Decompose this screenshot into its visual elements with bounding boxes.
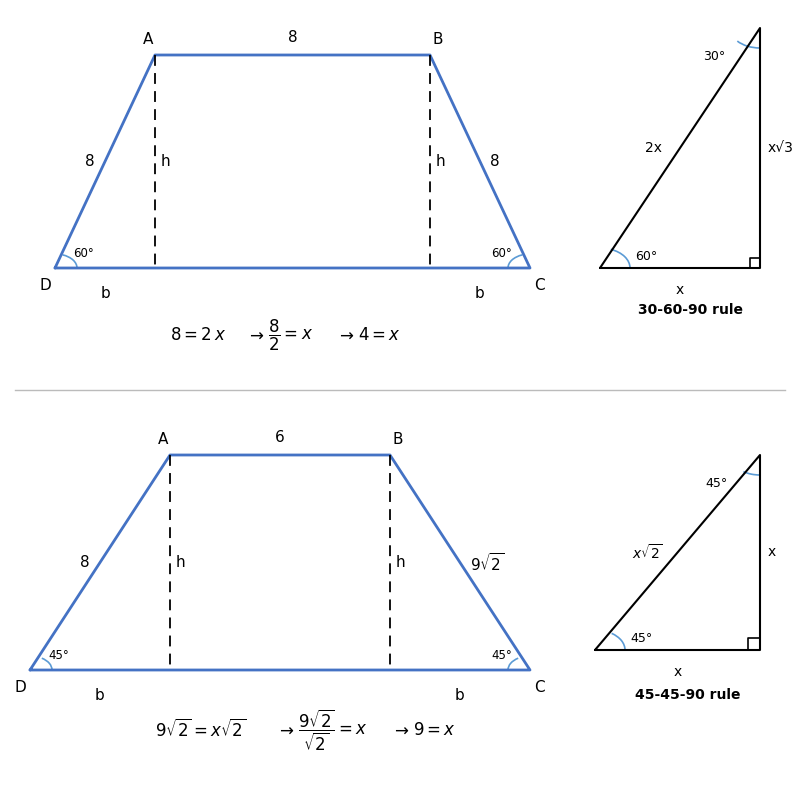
Text: h: h bbox=[176, 555, 186, 570]
Text: 8: 8 bbox=[288, 30, 298, 45]
Text: $\rightarrow$: $\rightarrow$ bbox=[246, 326, 264, 344]
Text: 8: 8 bbox=[86, 154, 95, 169]
Text: 8: 8 bbox=[80, 555, 90, 570]
Text: $9\sqrt{2}=x\sqrt{2}$: $9\sqrt{2}=x\sqrt{2}$ bbox=[155, 719, 246, 741]
Text: C: C bbox=[534, 680, 545, 695]
Text: 30-60-90 rule: 30-60-90 rule bbox=[638, 303, 742, 317]
Text: b: b bbox=[475, 286, 485, 301]
Text: 2x: 2x bbox=[645, 141, 662, 155]
Text: $x\sqrt{2}$: $x\sqrt{2}$ bbox=[632, 543, 662, 562]
Text: 45°: 45° bbox=[706, 477, 728, 490]
Text: $9\sqrt{2}$: $9\sqrt{2}$ bbox=[470, 552, 505, 574]
Text: b: b bbox=[95, 688, 105, 703]
Text: $9=x$: $9=x$ bbox=[413, 721, 456, 739]
Text: $\dfrac{8}{2}=x$: $\dfrac{8}{2}=x$ bbox=[268, 318, 313, 352]
Text: 8: 8 bbox=[490, 154, 500, 169]
Text: 45°: 45° bbox=[491, 649, 512, 662]
Text: B: B bbox=[432, 32, 442, 47]
Text: D: D bbox=[39, 278, 51, 293]
Text: 60°: 60° bbox=[73, 247, 94, 260]
Text: 45°: 45° bbox=[48, 649, 69, 662]
Text: 60°: 60° bbox=[491, 247, 512, 260]
Text: 45-45-90 rule: 45-45-90 rule bbox=[634, 688, 740, 702]
Text: $\rightarrow$: $\rightarrow$ bbox=[276, 721, 294, 739]
Text: C: C bbox=[534, 278, 545, 293]
Text: h: h bbox=[161, 154, 170, 169]
Text: 45°: 45° bbox=[630, 632, 652, 645]
Text: b: b bbox=[100, 286, 110, 301]
Text: A: A bbox=[158, 432, 168, 447]
Text: 60°: 60° bbox=[635, 250, 658, 263]
Text: h: h bbox=[396, 555, 406, 570]
Text: $\rightarrow$: $\rightarrow$ bbox=[391, 721, 409, 739]
Text: x: x bbox=[674, 665, 682, 679]
Text: 6: 6 bbox=[275, 430, 285, 445]
Text: A: A bbox=[142, 32, 153, 47]
Text: b: b bbox=[455, 688, 465, 703]
Text: 30°: 30° bbox=[702, 50, 725, 63]
Text: x: x bbox=[768, 545, 776, 559]
Text: x√3: x√3 bbox=[768, 141, 794, 155]
Text: $8=2\,x$: $8=2\,x$ bbox=[170, 326, 226, 344]
Text: D: D bbox=[14, 680, 26, 695]
Text: B: B bbox=[392, 432, 402, 447]
Text: h: h bbox=[436, 154, 446, 169]
Text: x: x bbox=[676, 283, 684, 297]
Text: $\rightarrow$: $\rightarrow$ bbox=[336, 326, 354, 344]
Text: $\dfrac{9\sqrt{2}}{\sqrt{2}}=x$: $\dfrac{9\sqrt{2}}{\sqrt{2}}=x$ bbox=[298, 708, 367, 753]
Text: $4=x$: $4=x$ bbox=[358, 326, 401, 344]
